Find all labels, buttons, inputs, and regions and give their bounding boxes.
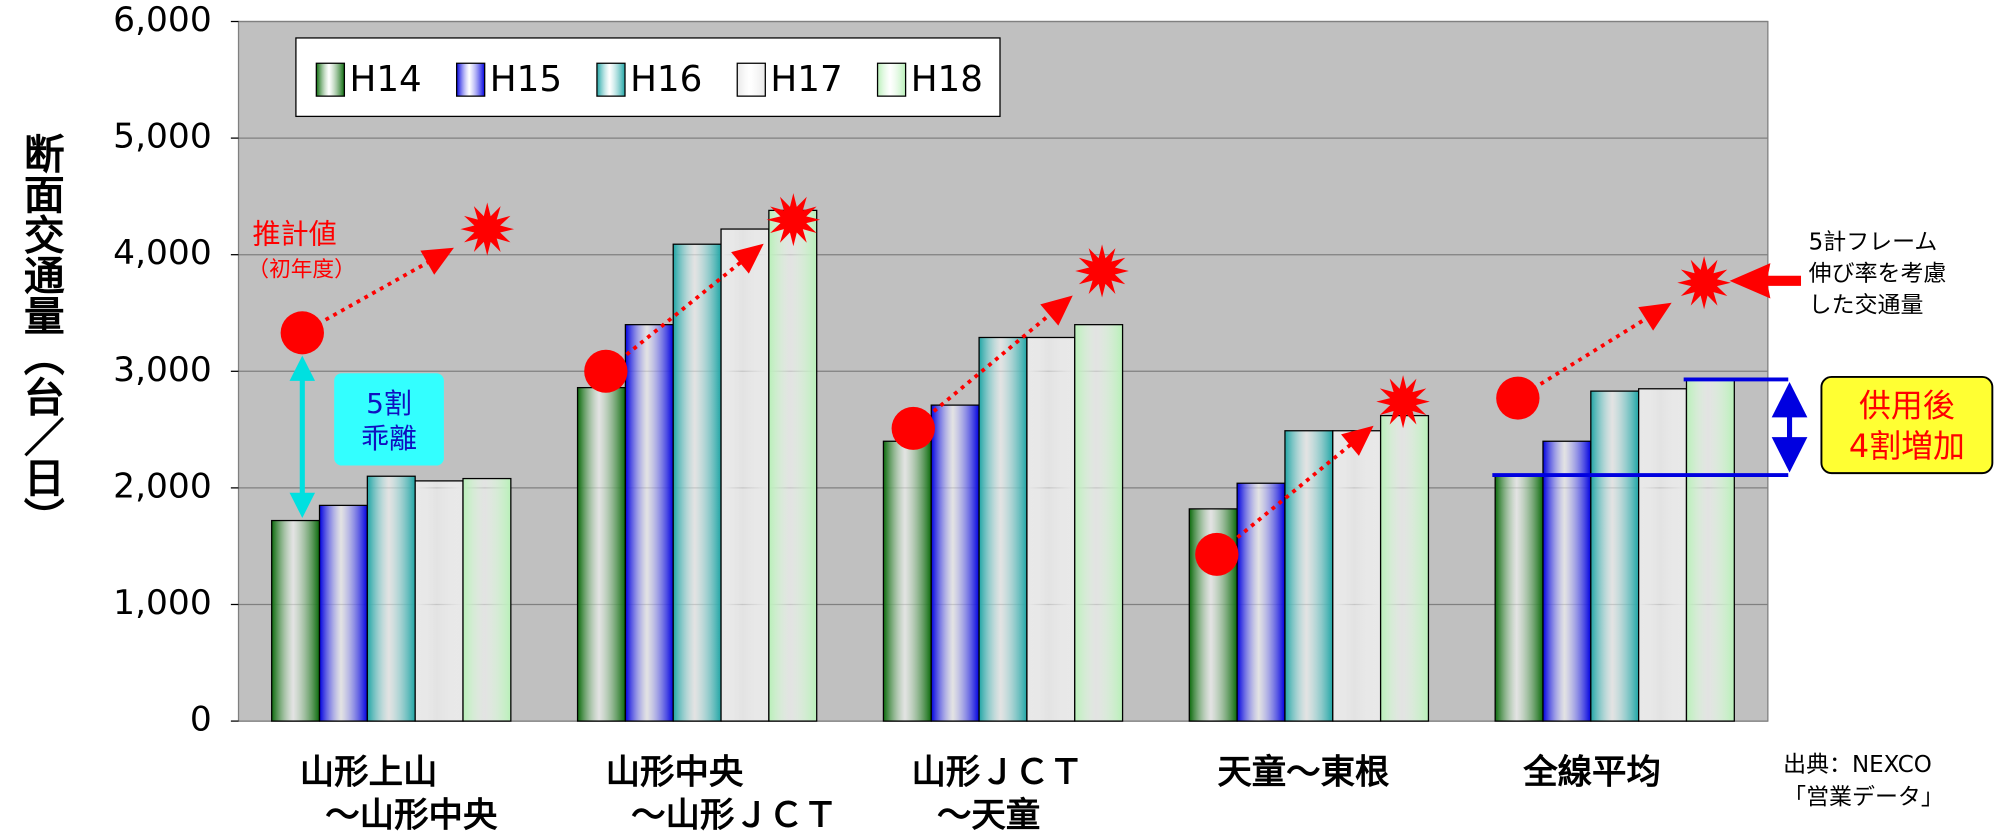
projection-label: 5計フレーム xyxy=(1809,229,1938,255)
estimate-marker xyxy=(1496,376,1540,420)
bar xyxy=(1236,482,1286,722)
bar xyxy=(978,336,1028,722)
bar xyxy=(720,228,770,722)
bar xyxy=(1379,414,1430,722)
bar xyxy=(672,243,722,722)
legend-label: H18 xyxy=(911,59,983,100)
source-note: 出典：NEXCO xyxy=(1783,752,1932,778)
x-tick-label: ～天童 xyxy=(937,796,1040,836)
bar xyxy=(462,477,512,722)
legend-label: H15 xyxy=(490,59,562,100)
y-tick-label: 4,000 xyxy=(113,233,212,273)
bar xyxy=(1284,430,1334,722)
increase-note: 4割増加 xyxy=(1849,429,1965,465)
pointer-arrow xyxy=(1729,263,1802,299)
bar xyxy=(1332,430,1382,722)
legend-swatch xyxy=(455,62,486,97)
y-tick-label: 2,000 xyxy=(113,466,212,506)
bracket-head xyxy=(1771,437,1808,473)
estimate-sublabel: （初年度） xyxy=(247,258,355,283)
x-tick-label: ～山形ＪＣＴ xyxy=(631,796,838,836)
estimate-marker xyxy=(584,349,628,393)
legend-swatch xyxy=(315,62,346,97)
bar xyxy=(1685,378,1735,722)
bar xyxy=(318,504,368,722)
bar xyxy=(576,386,627,722)
y-axis-label: 断面交通量（台／日） xyxy=(17,133,65,538)
x-tick-label: 山形中央 xyxy=(606,753,744,793)
bar xyxy=(1542,440,1592,722)
projection-marker xyxy=(766,193,821,247)
increase-box xyxy=(1820,376,1994,475)
x-tick-label: ～山形中央 xyxy=(325,796,498,836)
estimate-label: 推計値 xyxy=(253,217,337,250)
trend-arrow xyxy=(301,256,438,335)
gap-note: 乖離 xyxy=(361,422,417,455)
bar xyxy=(624,324,674,722)
legend-label: H14 xyxy=(349,59,421,100)
bar xyxy=(1638,388,1688,722)
bar xyxy=(930,404,980,722)
bar xyxy=(414,480,464,722)
arrow-head xyxy=(731,243,764,274)
x-tick-label: 全線平均 xyxy=(1522,753,1661,793)
x-tick-label: 天童～東根 xyxy=(1217,753,1390,793)
trend-arrow xyxy=(1516,311,1656,400)
arrow-head xyxy=(1638,302,1672,331)
legend-swatch xyxy=(876,62,907,97)
y-tick-label: 1,000 xyxy=(113,583,212,623)
y-tick-label: 6,000 xyxy=(113,0,212,40)
bar xyxy=(1074,324,1124,722)
y-tick-label: 5,000 xyxy=(113,117,212,157)
y-tick-label: 3,000 xyxy=(113,350,212,390)
gap-arrow-head xyxy=(289,492,316,519)
bar xyxy=(1026,336,1076,722)
projection-label: した交通量 xyxy=(1809,293,1924,319)
estimate-marker xyxy=(280,311,324,355)
legend-swatch xyxy=(596,62,626,97)
legend-label: H17 xyxy=(770,59,842,100)
gap-arrow-head xyxy=(289,355,316,381)
projection-marker xyxy=(1376,375,1430,429)
arrow-head xyxy=(420,247,454,275)
bar xyxy=(366,475,416,722)
y-tick-label: 0 xyxy=(190,700,212,740)
projection-label: 伸び率を考慮 xyxy=(1809,261,1947,287)
x-tick-label: 山形ＪＣＴ xyxy=(911,753,1083,793)
legend-swatch xyxy=(736,62,766,97)
projection-marker xyxy=(1677,256,1731,310)
projection-marker xyxy=(460,202,515,256)
gap-note: 5割 xyxy=(366,387,412,420)
source-note: 「営業データ」 xyxy=(1783,785,1944,811)
trend-arrow xyxy=(1215,437,1360,556)
bar xyxy=(768,209,818,722)
bar xyxy=(1494,474,1544,722)
gap-box xyxy=(334,373,444,466)
bar xyxy=(882,440,932,722)
bar xyxy=(1590,390,1640,722)
bar xyxy=(271,519,321,722)
estimate-marker xyxy=(891,406,935,450)
projection-marker xyxy=(1075,244,1129,298)
legend-label: H16 xyxy=(630,59,702,100)
x-tick-label: 山形上山 xyxy=(300,753,438,793)
arrow-head xyxy=(1341,425,1374,456)
estimate-marker xyxy=(1195,532,1239,576)
bracket-head xyxy=(1771,381,1808,418)
arrow-head xyxy=(1040,295,1073,326)
increase-note: 供用後 xyxy=(1859,388,1955,424)
trend-arrow xyxy=(604,255,750,373)
